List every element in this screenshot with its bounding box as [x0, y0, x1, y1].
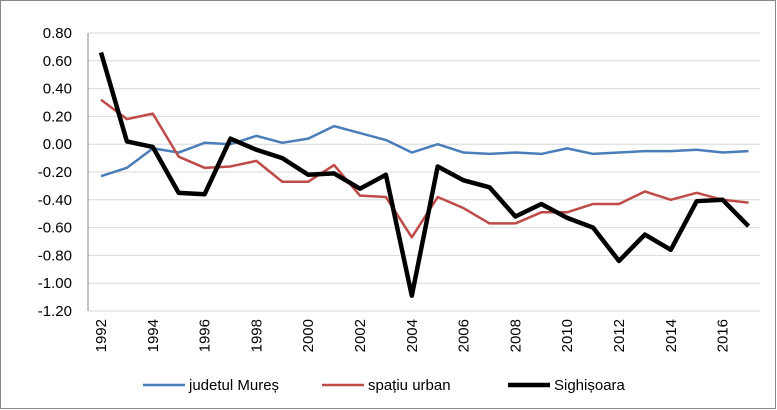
y-tick-label: 0.20 [43, 108, 72, 125]
y-tick-label: -0.40 [38, 192, 72, 209]
y-tick-label: -0.80 [38, 247, 72, 264]
x-tick-label: 2012 [611, 319, 628, 352]
y-tick-label: 0.00 [43, 136, 72, 153]
y-tick-label: 0.40 [43, 81, 72, 98]
y-tick-label: 0.60 [43, 53, 72, 70]
x-tick-label: 2000 [300, 319, 317, 352]
x-tick-label: 1998 [248, 319, 265, 352]
legend-label: spațiu urban [368, 377, 451, 394]
series-line [98, 51, 751, 298]
x-tick-label: 2014 [663, 319, 680, 352]
x-tick-label: 2016 [715, 319, 732, 352]
y-tick-label: -0.60 [38, 220, 72, 237]
y-tick-label: 0.80 [43, 25, 72, 42]
x-tick-label: 2004 [404, 319, 421, 352]
y-tick-label: -1.20 [38, 303, 72, 320]
x-tick-label: 2006 [456, 319, 473, 352]
legend-label: judetul Mureș [188, 377, 279, 394]
y-tick-label: -0.20 [38, 164, 72, 181]
x-tick-label: 1996 [197, 319, 214, 352]
x-tick-label: 2008 [507, 319, 524, 352]
series-line [100, 98, 749, 239]
x-tick-label: 2002 [352, 319, 369, 352]
series-line [100, 124, 749, 178]
x-tick-label: 2010 [559, 319, 576, 352]
x-tick-label: 1992 [93, 319, 110, 352]
y-tick-label: -1.00 [38, 275, 72, 292]
legend-label: Sighișoara [554, 377, 626, 394]
x-tick-label: 1994 [145, 319, 162, 352]
